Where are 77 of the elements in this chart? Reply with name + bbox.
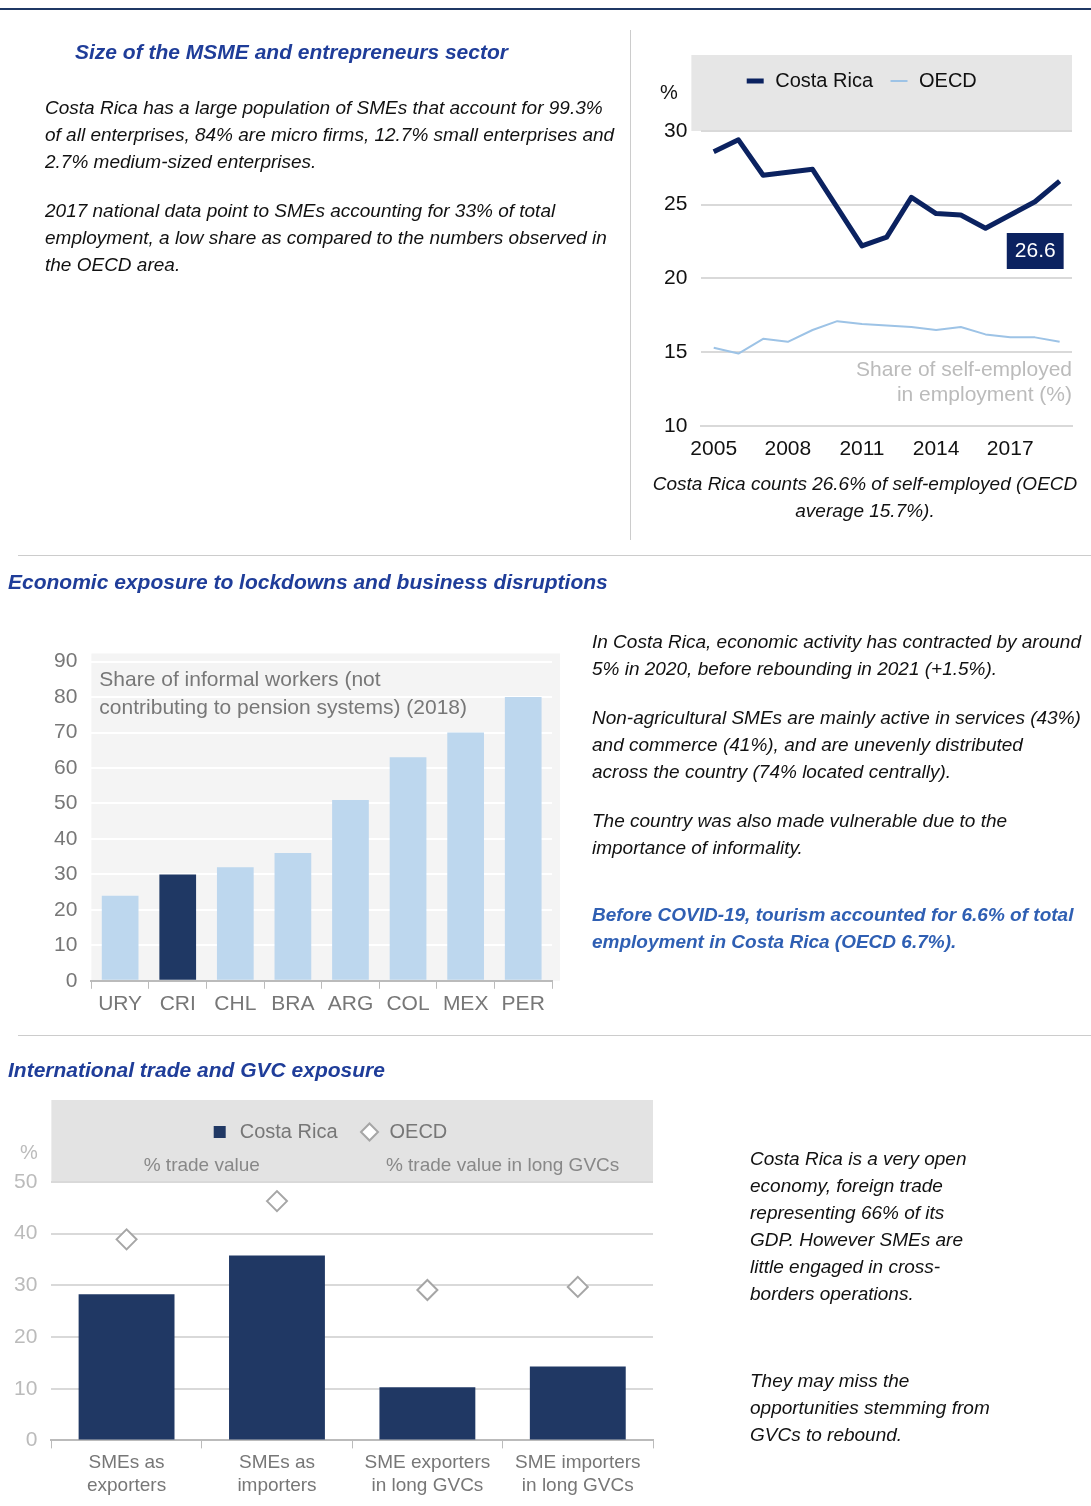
text: Costa Rica has a large population of SMEs that account for 99.3% of all enterprises, 84% are micro firms, 12.7% small enterprises and 2.7% medium-sized enterprises. (45, 96, 615, 174)
x-tick-label: 2005 (690, 436, 738, 460)
bar (447, 732, 484, 980)
point (265, 1190, 288, 1213)
bar (389, 757, 427, 980)
annotation: 26.6 (1014, 237, 1056, 261)
x-tick-label: 2014 (912, 436, 960, 460)
legend-label: Costa Rica (775, 68, 874, 91)
text: % trade value (143, 1153, 260, 1175)
text: The country was also made vulnerable due to the importance of informality. (592, 809, 1009, 860)
y-tick-label: 10 (14, 1375, 38, 1399)
y-tick-label: 40 (14, 1220, 38, 1244)
bar (504, 697, 542, 980)
y-tick-label: 40 (54, 825, 78, 849)
legend-label: OECD (919, 68, 977, 91)
bar (274, 853, 312, 980)
text: Before COVID-19, tourism accounted for 6.6% of total employment in Costa Rica (OECD 6.7%). (592, 903, 1075, 954)
y-tick-label: 0 (65, 967, 78, 991)
text: Costa Rica is a very open economy, foreign trade representing 66% of its GDP. However SMEs are little engaged in cross-borders operations. (750, 1147, 968, 1306)
y-tick-label: 30 (54, 861, 78, 885)
text: Size of the MSME and entrepreneurs sector (75, 40, 510, 64)
y-tick-label: 10 (664, 412, 688, 436)
text: They may miss the opportunities stemming from GVCs to rebound. (750, 1369, 990, 1447)
y-tick-label: 0 (25, 1427, 38, 1451)
legend-label: Costa Rica (239, 1119, 339, 1142)
y-tick-label: 50 (14, 1168, 38, 1192)
annotation: Share of informal workers (not contributing to pension systems) (2018) (99, 666, 468, 718)
y-tick-label: 30 (14, 1272, 38, 1296)
y-tick-label: 10 (54, 932, 78, 956)
text: Costa Rica counts 26.6% of self-employed (OECD average 15.7%). (651, 472, 1079, 523)
y-tick-label: 60 (54, 754, 78, 778)
text: In Costa Rica, economic activity has contracted by around 5% in 2020, before rebounding in 2021 (+1.5%). (592, 630, 1082, 681)
bar (332, 799, 369, 980)
y-tick-label: 30 (664, 117, 688, 141)
x-tick-label: SMEs as exporters (86, 1451, 167, 1495)
y-tick-label: 20 (54, 896, 78, 920)
y-axis-title: % (660, 80, 678, 103)
x-tick-label: COL (386, 991, 430, 1015)
y-tick-label: 20 (14, 1323, 38, 1347)
text: Non-agricultural SMEs are mainly active in services (43%) and commerce (41%), and are unevenly distributed across the country (74% located centrally). (592, 706, 1082, 784)
bar (101, 895, 139, 980)
point (115, 1228, 138, 1251)
y-tick-label: 70 (54, 719, 78, 743)
bar (78, 1294, 175, 1440)
x-tick-label: ARG (327, 991, 374, 1015)
bar (216, 867, 254, 980)
x-tick-label: PER (501, 991, 545, 1015)
chart-title: International trade and GVC exposure (8, 1058, 385, 1082)
x-tick-label: URY (98, 991, 143, 1015)
x-tick-label: SME importers in long GVCs (514, 1451, 641, 1495)
x-tick-label: CRI (159, 991, 196, 1015)
y-axis-title: % (20, 1140, 38, 1163)
annotation: Share of self-employed in employment (%) (856, 356, 1072, 405)
y-tick-label: 20 (664, 265, 688, 289)
bar (379, 1387, 476, 1440)
x-tick-label: 2011 (839, 436, 885, 460)
x-tick-label: SMEs as importers (237, 1451, 317, 1495)
y-tick-label: 90 (54, 648, 78, 672)
bar (229, 1255, 325, 1440)
text: % trade value in long GVCs (385, 1153, 620, 1175)
x-tick-label: 2008 (764, 436, 812, 460)
point (566, 1275, 589, 1298)
y-tick-label: 15 (664, 338, 688, 362)
bar (529, 1366, 626, 1440)
y-tick-label: 80 (54, 683, 78, 707)
chart-title: Economic exposure to lockdowns and business disruptions (8, 570, 608, 594)
x-tick-label: CHL (214, 991, 257, 1015)
text: 2017 national data point to SMEs accounting for 33% of total employment, a low share as compared to the numbers observed in the OECD area. (45, 199, 608, 277)
x-tick-label: BRA (271, 991, 315, 1015)
legend-label: OECD (389, 1119, 448, 1142)
x-tick-label: SME exporters in long GVCs (364, 1451, 491, 1495)
y-tick-label: 25 (664, 191, 688, 215)
point (416, 1279, 439, 1302)
bar (159, 874, 197, 980)
x-tick-label: MEX (442, 991, 489, 1015)
y-tick-label: 50 (54, 790, 78, 814)
x-tick-label: 2017 (986, 436, 1034, 460)
